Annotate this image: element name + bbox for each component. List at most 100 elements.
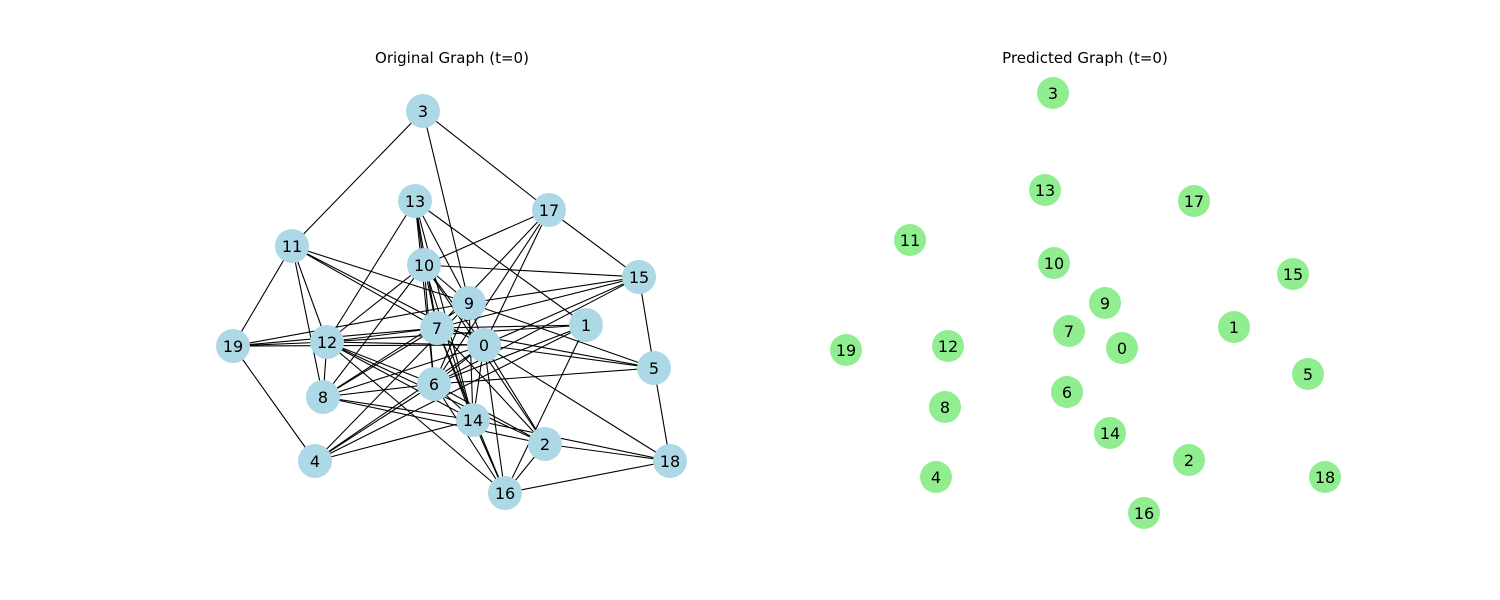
predicted-node-18: 18 [1309, 461, 1341, 493]
original-edge-11-7 [291, 245, 438, 329]
predicted-node-13: 13 [1029, 174, 1061, 206]
original-node-circle-19 [216, 329, 250, 363]
predicted-node-2: 2 [1173, 444, 1205, 476]
original-node-11: 11 [275, 229, 309, 263]
original-node-19: 19 [216, 329, 250, 363]
predicted-node-17: 17 [1178, 185, 1210, 217]
predicted-node-label-12: 12 [938, 337, 958, 356]
original-node-label-15: 15 [629, 268, 649, 287]
original-node-14: 14 [456, 403, 490, 437]
predicted-node-14: 14 [1094, 417, 1126, 449]
predicted-node-circle-8 [929, 391, 961, 423]
predicted-node-label-8: 8 [940, 398, 950, 417]
original-edge-14-18 [472, 419, 671, 462]
predicted-node-15: 15 [1277, 258, 1309, 290]
original-edge-11-12 [291, 245, 328, 343]
original-edge-13-9 [414, 200, 470, 304]
original-edge-11-19 [232, 245, 293, 347]
predicted-node-7: 7 [1053, 315, 1085, 347]
original-edge-10-12 [326, 264, 425, 343]
original-edge-3-9 [422, 110, 470, 304]
predicted-node-label-3: 3 [1048, 84, 1058, 103]
predicted-node-circle-5 [1292, 358, 1324, 390]
predicted-node-label-14: 14 [1100, 424, 1120, 443]
predicted-node-label-5: 5 [1303, 365, 1313, 384]
predicted-node-label-10: 10 [1044, 254, 1064, 273]
original-node-2: 2 [528, 427, 562, 461]
original-node-label-11: 11 [282, 237, 302, 256]
original-node-15: 15 [622, 260, 656, 294]
original-node-13: 13 [398, 184, 432, 218]
original-edge-13-14 [414, 200, 474, 421]
original-node-label-9: 9 [464, 294, 474, 313]
original-node-circle-9 [452, 286, 486, 320]
predicted-node-label-1: 1 [1229, 318, 1239, 337]
original-node-label-5: 5 [649, 359, 659, 378]
original-node-circle-14 [456, 403, 490, 437]
original-node-label-19: 19 [223, 337, 243, 356]
original-edge-10-15 [423, 264, 640, 278]
original-node-3: 3 [406, 94, 440, 128]
original-node-circle-6 [417, 367, 451, 401]
predicted-node-3: 3 [1037, 77, 1069, 109]
original-node-label-6: 6 [429, 375, 439, 394]
original-edge-16-12 [326, 341, 506, 494]
original-edge-1-12 [326, 324, 587, 343]
original-node-7: 7 [420, 311, 454, 345]
predicted-node-label-18: 18 [1315, 468, 1335, 487]
original-edge-13-6 [414, 200, 435, 385]
original-node-circle-7 [420, 311, 454, 345]
original-edge-15-0 [483, 276, 640, 346]
original-node-circle-2 [528, 427, 562, 461]
predicted-node-6: 6 [1051, 376, 1083, 408]
original-node-10: 10 [407, 248, 441, 282]
original-node-circle-18 [653, 444, 687, 478]
predicted-node-circle-18 [1309, 461, 1341, 493]
predicted-node-circle-13 [1029, 174, 1061, 206]
original-node-label-13: 13 [405, 192, 425, 211]
original-node-circle-3 [406, 94, 440, 128]
original-node-label-2: 2 [540, 435, 550, 454]
original-node-circle-10 [407, 248, 441, 282]
original-node-circle-4 [298, 444, 332, 478]
original-edge-19-0 [232, 344, 485, 347]
original-edge-12-0 [326, 341, 485, 346]
predicted-node-circle-10 [1038, 247, 1070, 279]
predicted-node-label-11: 11 [900, 231, 920, 250]
original-node-label-12: 12 [317, 333, 337, 352]
original-node-label-8: 8 [318, 388, 328, 407]
original-edge-9-5 [468, 302, 655, 369]
original-edge-10-8 [322, 264, 425, 398]
original-node-label-1: 1 [581, 316, 591, 335]
original-node-label-7: 7 [432, 319, 442, 338]
original-edge-3-11 [291, 110, 424, 247]
predicted-node-label-9: 9 [1100, 294, 1110, 313]
original-edge-0-8 [322, 344, 485, 398]
original-edge-6-16 [433, 383, 506, 494]
predicted-node-label-4: 4 [931, 468, 941, 487]
original-edge-7-12 [326, 327, 438, 343]
original-node-circle-15 [622, 260, 656, 294]
original-edge-6-4 [314, 383, 435, 462]
original-node-circle-17 [532, 193, 566, 227]
original-node-0: 0 [467, 328, 501, 362]
original-edge-17-0 [483, 209, 550, 346]
original-node-circle-16 [488, 476, 522, 510]
original-edge-0-2 [483, 344, 546, 445]
original-node-9: 9 [452, 286, 486, 320]
original-edge-15-9 [468, 276, 640, 304]
original-edge-9-14 [468, 302, 474, 421]
original-edge-11-8 [291, 245, 324, 398]
predicted-node-0: 0 [1106, 332, 1138, 364]
original-node-label-3: 3 [418, 102, 428, 121]
original-node-4: 4 [298, 444, 332, 478]
original-node-circle-13 [398, 184, 432, 218]
predicted-node-circle-6 [1051, 376, 1083, 408]
predicted-node-circle-9 [1089, 287, 1121, 319]
predicted-node-label-7: 7 [1064, 322, 1074, 341]
predicted-node-4: 4 [920, 461, 952, 493]
original-edge-2-18 [544, 443, 671, 462]
